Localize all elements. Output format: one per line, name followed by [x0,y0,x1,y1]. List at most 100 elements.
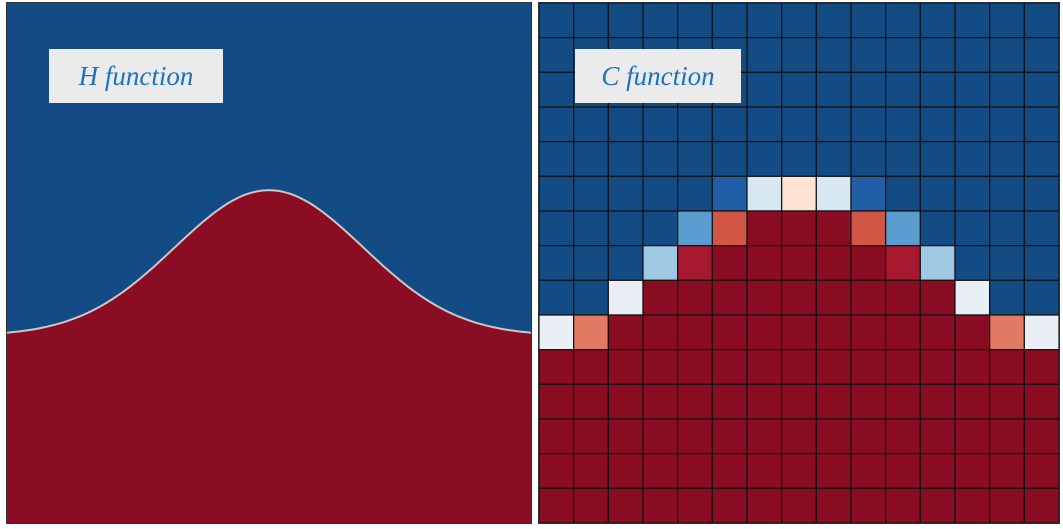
grid-cell [711,418,748,455]
grid-cell [1023,210,1059,247]
grid-cell [539,106,575,143]
grid-cell [746,383,783,420]
grid-cell [573,210,609,247]
grid-cell [539,175,575,212]
grid-cell [954,106,991,143]
grid-cell [781,418,817,455]
grid-cell [677,418,713,455]
grid-cell [539,487,575,523]
grid-cell [781,453,817,489]
grid-cell [677,106,713,143]
grid-cell [919,314,956,351]
grid-cell [539,349,575,385]
grid-cell [815,37,852,73]
grid-cell [885,418,921,455]
grid-cell [885,37,921,73]
grid-cell [885,106,921,143]
grid-cell [711,487,748,523]
grid-cell [539,453,575,489]
grid-cell [850,418,887,455]
grid-cell [989,383,1025,420]
grid-cell [607,418,644,455]
grid-cell [850,245,887,281]
grid-cell [1023,106,1059,143]
grid-cell [850,175,887,212]
grid-cell [954,175,991,212]
grid-cell [885,210,921,247]
grid-cell [781,245,817,281]
grid-cell [850,453,887,489]
grid-cell [1023,37,1059,73]
grid-cell [850,3,887,39]
grid-cell [677,3,713,39]
grid-cell [746,487,783,523]
grid-cell [746,418,783,455]
grid-cell [573,383,609,420]
grid-cell [1023,487,1059,523]
grid-cell [642,418,679,455]
grid-cell [711,210,748,247]
grid-cell [954,245,991,281]
grid-cell [989,453,1025,489]
grid-cell [607,245,644,281]
grid-cell [989,349,1025,385]
grid-cell [885,141,921,177]
grid-cell [989,245,1025,281]
grid-cell [919,210,956,247]
grid-cell [850,349,887,385]
grid-cell [711,245,748,281]
grid-cell [989,37,1025,73]
grid-cell [989,141,1025,177]
grid-cell [573,279,609,316]
grid-cell [781,71,817,108]
grid-cell [711,453,748,489]
grid-cell [781,106,817,143]
grid-cell [919,71,956,108]
grid-cell [919,175,956,212]
grid-cell [711,279,748,316]
grid-cell [642,141,679,177]
grid-cell [954,487,991,523]
grid-cell [919,106,956,143]
grid-cell [989,106,1025,143]
grid-cell [781,383,817,420]
grid-cell [885,71,921,108]
grid-cell [607,106,644,143]
grid-cell [539,245,575,281]
h-function-panel: H function [6,2,532,524]
grid-cell [850,279,887,316]
grid-cell [607,314,644,351]
grid-cell [815,418,852,455]
grid-cell [607,175,644,212]
grid-cell [539,279,575,316]
h-red-region [7,190,531,523]
grid-cell [746,210,783,247]
grid-cell [954,453,991,489]
grid-cell [642,487,679,523]
grid-cell [539,210,575,247]
grid-cell [781,314,817,351]
grid-cell [850,314,887,351]
grid-cell [677,279,713,316]
grid-cell [815,279,852,316]
grid-cell [711,383,748,420]
grid-cell [815,210,852,247]
grid-cell [711,106,748,143]
grid-cell [1023,383,1059,420]
grid-cell [746,175,783,212]
grid-cell [781,279,817,316]
grid-cell [573,487,609,523]
grid-cell [711,175,748,212]
grid-cell [642,245,679,281]
grid-cell [1023,175,1059,212]
grid-cell [711,3,748,39]
grid-cell [1023,314,1059,351]
grid-cell [989,487,1025,523]
grid-cell [815,106,852,143]
grid-cell [919,245,956,281]
grid-cell [539,3,575,39]
grid-cell [781,210,817,247]
grid-cell [815,314,852,351]
grid-cell [1023,453,1059,489]
grid-cell [677,210,713,247]
